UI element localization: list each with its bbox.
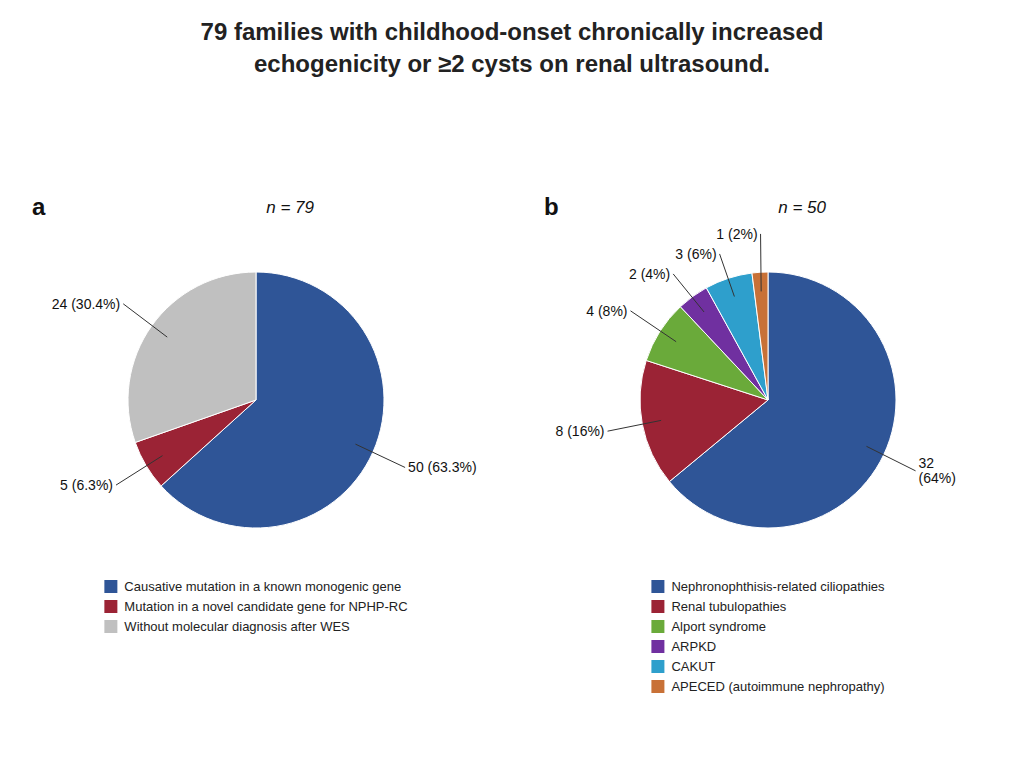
data-label-line: 8 (16%) — [556, 423, 605, 439]
leader-line — [866, 446, 915, 471]
data-label: 50 (63.3%) — [408, 459, 476, 475]
leader-line — [123, 304, 167, 337]
leader-line — [116, 456, 162, 485]
chart-svg: 79 families with childhood-onset chronic… — [0, 0, 1024, 768]
legend-swatch — [104, 620, 117, 633]
legend-swatch — [651, 660, 664, 673]
legend-swatch — [651, 580, 664, 593]
data-label: 3 (6%) — [675, 246, 716, 262]
legend: Causative mutation in a known monogenic … — [104, 579, 407, 634]
legend-swatch — [651, 680, 664, 693]
data-label-line: 4 (8%) — [586, 303, 627, 319]
legend-entry: ARPKD — [671, 639, 716, 654]
sample-size: n = 50 — [778, 198, 826, 217]
data-label: 1 (2%) — [716, 226, 757, 242]
leader-line — [673, 274, 704, 312]
data-label: 24 (30.4%) — [52, 296, 120, 312]
legend-swatch — [651, 640, 664, 653]
data-labels: 32(64%) 8 (16%) 4 (8%) 2 (4%) 3 (6%)1 (2%) — [556, 226, 956, 486]
legend-entry: CAKUT — [671, 659, 715, 674]
chart-container: 79 families with childhood-onset chronic… — [0, 0, 1024, 768]
legend: Nephronophthisis-related ciliopathies Ren… — [651, 579, 885, 694]
sample-size: n = 79 — [266, 198, 314, 217]
slices — [128, 272, 384, 528]
background — [0, 0, 1024, 768]
chart-title: 79 families with childhood-onset chronic… — [201, 18, 824, 77]
legend-swatch — [651, 620, 664, 633]
data-label-line: 5 (6.3%) — [60, 477, 113, 493]
legend-entry: Alport syndrome — [671, 619, 766, 634]
leader-line — [760, 234, 762, 291]
panel-label: a — [32, 193, 46, 220]
leader-line — [631, 311, 677, 342]
data-label-line: (64%) — [919, 470, 956, 486]
slices — [640, 272, 896, 528]
data-labels: 50 (63.3%) 5 (6.3%) 24 (30.4%) — [52, 296, 477, 493]
panel-label: b — [544, 193, 559, 220]
legend-swatch — [104, 600, 117, 613]
legend-entry: Renal tubulopathies — [671, 599, 786, 614]
pie-slice — [752, 272, 768, 400]
leader-line — [355, 444, 405, 467]
data-label-line: 2 (4%) — [629, 266, 670, 282]
leader-line — [608, 420, 662, 431]
data-label: 8 (16%) — [556, 423, 605, 439]
legend-entry: Without molecular diagnosis after WES — [124, 619, 350, 634]
chart-title-line: 79 families with childhood-onset chronic… — [201, 18, 824, 45]
pie-panel: a n = 79 50 (63.3%) 5 (6.3%) 24 (30.4%) Causa… — [32, 193, 477, 634]
data-label: 32(64%) — [919, 455, 956, 486]
chart-title-line: echogenicity or ≥2 cysts on renal ultras… — [254, 50, 770, 77]
legend-entry: Mutation in a novel candidate gene for N… — [124, 599, 407, 614]
legend-entry: Nephronophthisis-related ciliopathies — [671, 579, 885, 594]
data-label-line: 50 (63.3%) — [408, 459, 476, 475]
legend-entry: APECED (autoimmune nephropathy) — [671, 679, 884, 694]
legend-swatch — [651, 600, 664, 613]
data-label-line: 1 (2%) — [716, 226, 757, 242]
leader-line — [720, 254, 735, 297]
pie-slice — [128, 272, 256, 442]
data-label-line: 3 (6%) — [675, 246, 716, 262]
legend-entry: Causative mutation in a known monogenic … — [124, 579, 401, 594]
data-label-line: 32 — [919, 455, 935, 471]
data-label-line: 24 (30.4%) — [52, 296, 120, 312]
data-label: 2 (4%) — [629, 266, 670, 282]
pie-panel: b n = 50 32(64%) 8 (16%) 4 (8%) 2 (4%) 3 (6%)1… — [544, 193, 956, 694]
data-label: 5 (6.3%) — [60, 477, 113, 493]
data-label: 4 (8%) — [586, 303, 627, 319]
legend-swatch — [104, 580, 117, 593]
